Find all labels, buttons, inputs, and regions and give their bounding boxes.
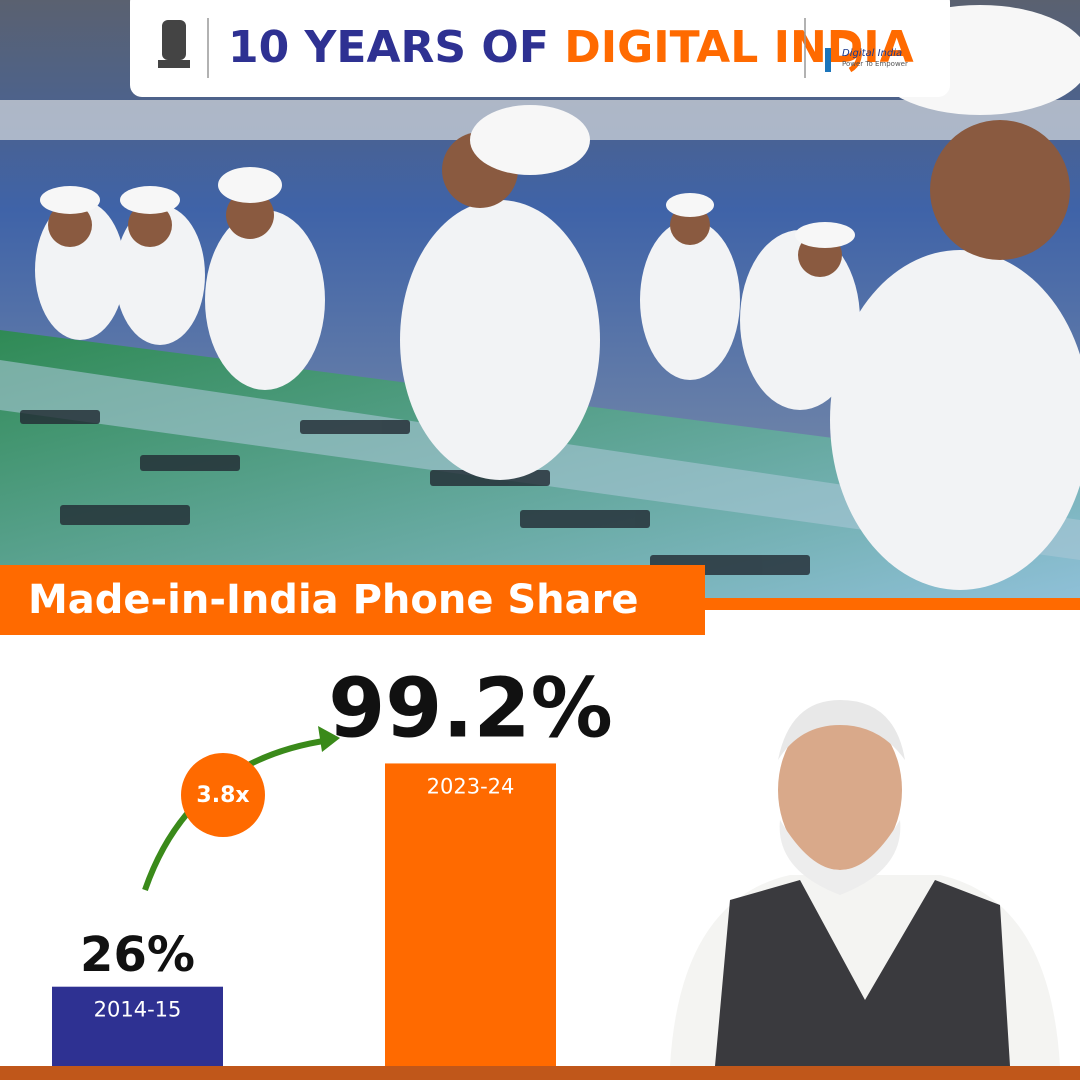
footer-strip: [0, 1066, 1080, 1080]
emblem: [158, 20, 190, 68]
category-label: 2014-15: [94, 998, 182, 1022]
factory-photo: [0, 0, 1080, 600]
value-label: 99.2%: [328, 662, 612, 757]
logo-tagline: Power To Empower: [842, 60, 908, 68]
header-title: 10 YEARS OF DIGITAL INDIA: [228, 22, 914, 73]
digital-india-logo: Digital India Power To Empower: [825, 33, 908, 73]
chart-title: Made-in-India Phone Share: [28, 577, 639, 623]
value-label: 26%: [80, 927, 195, 983]
growth-annotation: 3.8x: [196, 783, 249, 808]
title-banner: [0, 565, 705, 635]
header: 10 YEARS OF DIGITAL INDIA Digital India …: [130, 0, 950, 97]
portrait: [670, 700, 1060, 1066]
growth-arrow: 3.8x: [142, 726, 340, 891]
bar: [385, 763, 556, 1066]
logo-name: Digital India: [842, 48, 902, 59]
title-lead: 10 YEARS OF: [228, 22, 564, 73]
banner-strip: [705, 598, 1080, 610]
bar: [52, 986, 223, 1066]
category-label: 2023-24: [427, 774, 515, 798]
